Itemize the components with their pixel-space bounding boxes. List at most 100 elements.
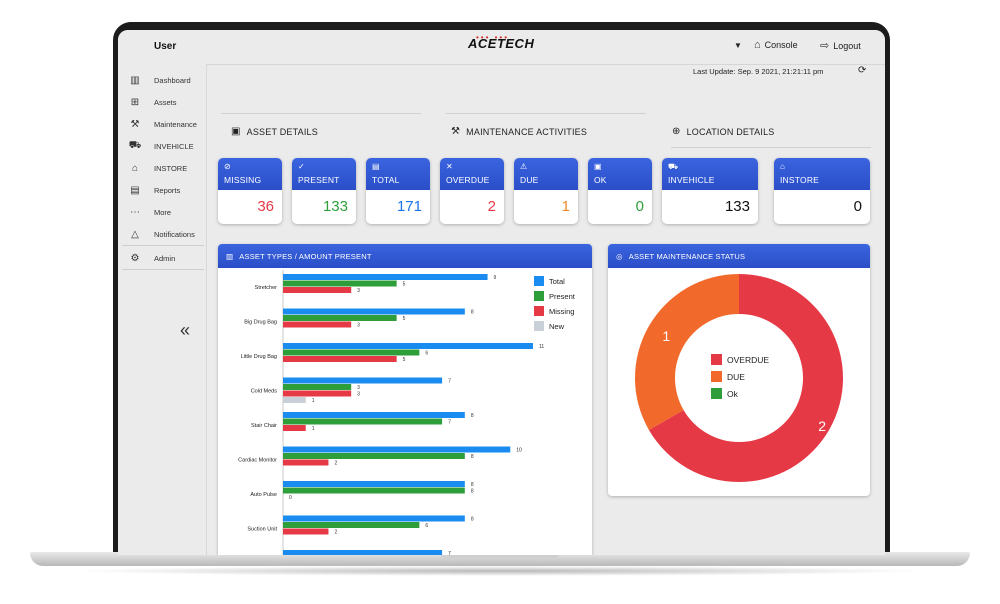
id-card-icon: ▣: [231, 126, 241, 137]
bar-value-label: 8: [471, 517, 474, 523]
sidebar-item-label: Admin: [154, 253, 176, 263]
chart-icon: ▥: [130, 74, 140, 86]
sidebar-item-maintenance[interactable]: ⚒ Maintenance: [118, 114, 206, 134]
card-header: ⊘ MISSING: [218, 158, 282, 190]
refresh-icon[interactable]: ⟳: [858, 65, 867, 76]
donut-slice-due: [635, 274, 739, 430]
legend-swatch: [534, 276, 544, 286]
legend-swatch: [534, 306, 544, 316]
card-header: ⚠ DUE: [514, 158, 578, 190]
bar-value-label: 7: [448, 379, 451, 385]
logout-label: Logout: [833, 40, 861, 51]
card-header: ⛟ INVEHICLE: [662, 158, 758, 190]
logout-button[interactable]: ⇨ Logout: [820, 39, 861, 52]
main-content: Last Update: Sep. 9 2021, 21:21:11 pm ⟳ …: [206, 64, 885, 555]
sidebar-item-reports[interactable]: ▤ Reports: [118, 180, 206, 200]
laptop-notch: [440, 552, 560, 558]
wrench-icon: ⚒: [451, 126, 461, 137]
sidebar-item-dashboard[interactable]: ▥ Dashboard: [118, 70, 206, 90]
card-overdue[interactable]: ✕ OVERDUE 2: [440, 158, 504, 224]
card-invehicle[interactable]: ⛟ INVEHICLE 133: [662, 158, 758, 224]
clipboard-check-icon: ▣: [594, 162, 602, 171]
bar-present: [283, 315, 397, 321]
sidebar-item-instore[interactable]: ⌂ INSTORE: [118, 158, 206, 178]
card-instore[interactable]: ⌂ INSTORE 0: [774, 158, 870, 224]
bar-total: [283, 446, 511, 453]
laptop-shadow: [70, 566, 930, 576]
bar-missing: [283, 321, 352, 328]
bar-value-label: 10: [516, 448, 522, 454]
bar-value-label: 8: [471, 454, 474, 460]
bell-icon: △: [131, 228, 139, 240]
admin-icon: ⚙: [130, 252, 140, 264]
card-present[interactable]: ✓ PRESENT 133: [292, 158, 356, 224]
sidebar-item-label: More: [154, 207, 172, 217]
section-divider: [671, 147, 871, 148]
bar-total: [283, 515, 465, 522]
card-value: 2: [487, 198, 496, 215]
x-icon: ✕: [446, 162, 453, 171]
sidebar-divider: [122, 245, 204, 246]
gauge-icon: ◎: [616, 251, 623, 261]
card-total[interactable]: ▤ TOTAL 171: [366, 158, 430, 224]
asset-types-panel: ▥ ASSET TYPES / AMOUNT PRESENT Stretcher…: [218, 244, 592, 555]
legend-swatch: [711, 371, 722, 382]
asset-details-heading: ▣ ASSET DETAILS: [231, 126, 318, 137]
card-header: ✕ OVERDUE: [440, 158, 504, 190]
check-icon: ✓: [298, 162, 305, 171]
sidebar-item-assets[interactable]: ⊞ Assets: [118, 92, 206, 112]
legend-label: Total: [549, 277, 565, 286]
legend-label: DUE: [727, 372, 745, 382]
card-header: ⌂ INSTORE: [774, 158, 870, 190]
slice-value-label: 2: [818, 418, 826, 434]
bar-present: [283, 349, 420, 356]
sidebar-item-notifications[interactable]: △ Notifications: [118, 224, 206, 244]
card-header: ▤ TOTAL: [366, 158, 430, 190]
category-label: Big Drug Bag: [244, 320, 277, 326]
dropdown-caret-icon[interactable]: ▼: [734, 41, 742, 50]
panel-header: ◎ ASSET MAINTENANCE STATUS: [608, 244, 870, 268]
collapse-sidebar-icon[interactable]: «: [180, 320, 191, 340]
card-value: 133: [322, 198, 348, 215]
card-due[interactable]: ⚠ DUE 1: [514, 158, 578, 224]
clipboard-icon: ▤: [372, 162, 380, 171]
bar-present: [283, 487, 465, 494]
card-missing[interactable]: ⊘ MISSING 36: [218, 158, 282, 224]
bar-value-label: 3: [357, 392, 360, 398]
bar-value-label: 3: [357, 288, 360, 294]
bar-value-label: 5: [403, 357, 406, 363]
bar-new: [283, 397, 306, 403]
card-ok[interactable]: ▣ OK 0: [588, 158, 652, 224]
sidebar-item-admin[interactable]: ⚙ Admin: [118, 248, 206, 268]
section-title: LOCATION DETAILS: [686, 126, 775, 137]
sidebar-item-label: INSTORE: [154, 163, 188, 173]
console-label: Console: [764, 40, 798, 50]
legend-swatch: [534, 291, 544, 301]
sidebar-divider: [122, 269, 204, 270]
card-header: ▣ OK: [588, 158, 652, 190]
card-value: 0: [635, 198, 644, 215]
card-value: 171: [396, 198, 422, 215]
bar-value-label: 3: [357, 323, 360, 329]
legend-label: Present: [549, 292, 576, 301]
bar-total: [283, 550, 443, 555]
maintenance-status-panel: ◎ ASSET MAINTENANCE STATUS 2 1 OVERDUE DUE O…: [608, 244, 870, 496]
bar-missing: [283, 390, 352, 397]
sidebar-item-more[interactable]: ⋯ More: [118, 202, 206, 222]
card-label: INSTORE: [780, 175, 820, 185]
section-divider: [446, 113, 646, 114]
bar-total: [283, 343, 533, 349]
console-button[interactable]: ⌂ Console: [754, 39, 798, 51]
card-label: TOTAL: [372, 175, 400, 185]
bar-present: [283, 384, 352, 390]
bar-value-label: 2: [334, 530, 337, 536]
wrench-icon: ⚒: [130, 118, 140, 130]
bar-value-label: 8: [471, 413, 474, 419]
bar-value-label: 0: [289, 495, 292, 501]
sidebar-item-invehicle[interactable]: ⛟ INVEHICLE: [118, 136, 206, 156]
ban-icon: ⊘: [224, 162, 231, 171]
legend-swatch: [711, 388, 722, 399]
category-label: Little Drug Bag: [241, 354, 277, 360]
legend-label: OVERDUE: [727, 355, 769, 365]
panel-header: ▥ ASSET TYPES / AMOUNT PRESENT: [218, 244, 592, 268]
